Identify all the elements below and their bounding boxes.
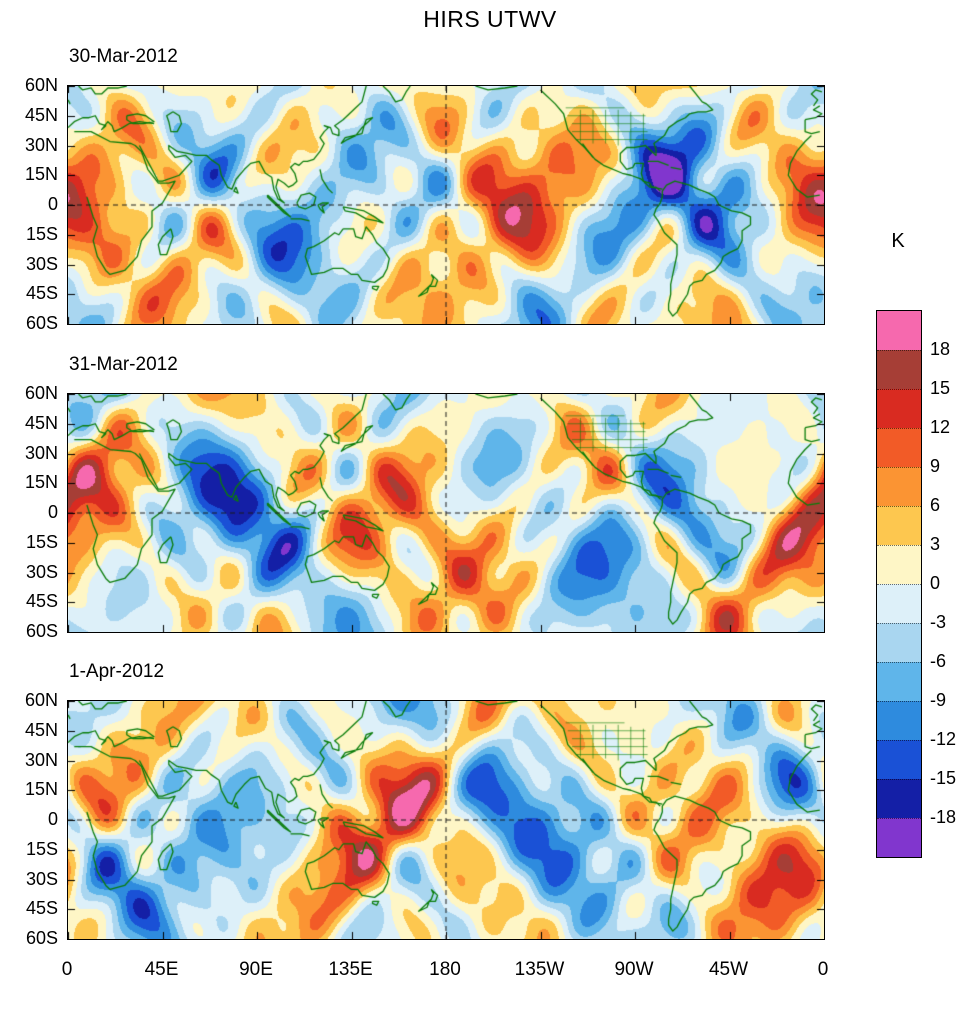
colorbar-tick-label: -9 (930, 690, 947, 710)
colorbar-segment (877, 701, 921, 740)
colorbar-segment (877, 506, 921, 545)
y-tick-label: 60S (25, 928, 58, 948)
colorbar-segment (877, 623, 921, 662)
colorbar-segment (877, 545, 921, 584)
x-tick-label: 0 (817, 959, 829, 980)
colorbar-segment (877, 467, 921, 506)
colorbar-tick-labels: 18 15 12 9 6 3 0 -3 -6 -9 -12 -15 -18 (930, 310, 980, 856)
colorbar-tick-label: 15 (930, 378, 951, 398)
x-tick-label: 90E (239, 959, 273, 980)
panel-1-y-axis: 60N 45N 30N 15N 0 15S 30S 45S 60S (0, 76, 60, 332)
colorbar-segment (877, 779, 921, 818)
colorbar-tick-label: -6 (930, 651, 947, 671)
x-tick-label: 135E (328, 959, 373, 980)
colorbar-segment (877, 584, 921, 623)
map-canvas-panel-2 (67, 393, 825, 633)
colorbar-tick-label: 18 (930, 339, 951, 359)
y-tick-label: 15N (24, 472, 58, 493)
panel-2-y-axis: 60N 45N 30N 15N 0 15S 30S 45S 60S (0, 384, 60, 640)
y-tick-label: 45N (24, 719, 58, 740)
y-tick-label: 15S (25, 223, 58, 244)
colorbar-tick-label: -15 (930, 768, 957, 788)
colorbar-segment (877, 311, 921, 350)
y-tick-label: 30S (25, 868, 58, 889)
y-tick-label: 60N (24, 383, 58, 403)
y-tick-label: 30S (25, 561, 58, 582)
colorbar-tick-label: -12 (930, 729, 957, 749)
x-tick-label: 180 (429, 959, 461, 980)
colorbar-segment (877, 818, 921, 857)
panel-3-y-axis: 60N 45N 30N 15N 0 15S 30S 45S 60S (0, 691, 60, 947)
x-tick-label: 45E (144, 959, 179, 980)
y-tick-label: 15S (25, 531, 58, 552)
y-tick-label: 60S (25, 621, 58, 641)
colorbar-tick-label: 12 (930, 417, 951, 437)
colorbar-tick-label: 3 (930, 534, 941, 554)
y-tick-label: 30N (24, 134, 58, 155)
panel-1-date-label: 30-Mar-2012 (69, 46, 178, 67)
y-tick-label: 15N (24, 164, 58, 185)
colorbar-segment (877, 350, 921, 389)
colorbar-segment (877, 389, 921, 428)
y-tick-label: 30N (24, 749, 58, 770)
x-axis: 0 45E 90E 135E 180 135W 90W 45W 0 (62, 959, 829, 986)
colorbar-tick-label: -3 (930, 612, 947, 632)
colorbar-tick-label: 9 (930, 456, 941, 476)
y-tick-label: 0 (47, 502, 58, 522)
y-tick-label: 0 (47, 809, 58, 829)
x-tick-label: 0 (61, 959, 73, 980)
y-tick-label: 60N (24, 690, 58, 710)
x-tick-label: 90W (614, 959, 654, 980)
y-tick-label: 45S (25, 283, 58, 304)
colorbar-tick-label: 0 (930, 573, 941, 593)
panel-3-date-label: 1-Apr-2012 (69, 661, 165, 682)
map-canvas-panel-3 (67, 700, 825, 940)
y-tick-label: 45N (24, 412, 58, 433)
y-tick-label: 60N (24, 75, 58, 95)
y-tick-label: 45S (25, 898, 58, 919)
map-canvas-panel-1 (67, 85, 825, 325)
x-tick-label: 135W (514, 959, 565, 980)
colorbar-tick-label: -18 (930, 807, 957, 827)
y-tick-label: 0 (47, 194, 58, 214)
y-tick-label: 15N (24, 779, 58, 800)
colorbar-segment (877, 428, 921, 467)
y-tick-label: 30S (25, 253, 58, 274)
y-tick-label: 60S (25, 313, 58, 333)
y-tick-label: 45N (24, 104, 58, 125)
figure-title: HIRS UTWV (423, 6, 557, 32)
colorbar-segment (877, 662, 921, 701)
y-tick-label: 30N (24, 442, 58, 463)
colorbar-tick-label: 6 (930, 495, 941, 515)
y-tick-label: 15S (25, 838, 58, 859)
colorbar-segment (877, 740, 921, 779)
colorbar-unit-label: K (891, 230, 905, 252)
panel-2-date-label: 31-Mar-2012 (69, 354, 178, 375)
colorbar (876, 310, 922, 858)
y-tick-label: 45S (25, 591, 58, 612)
x-tick-label: 45W (708, 959, 749, 980)
